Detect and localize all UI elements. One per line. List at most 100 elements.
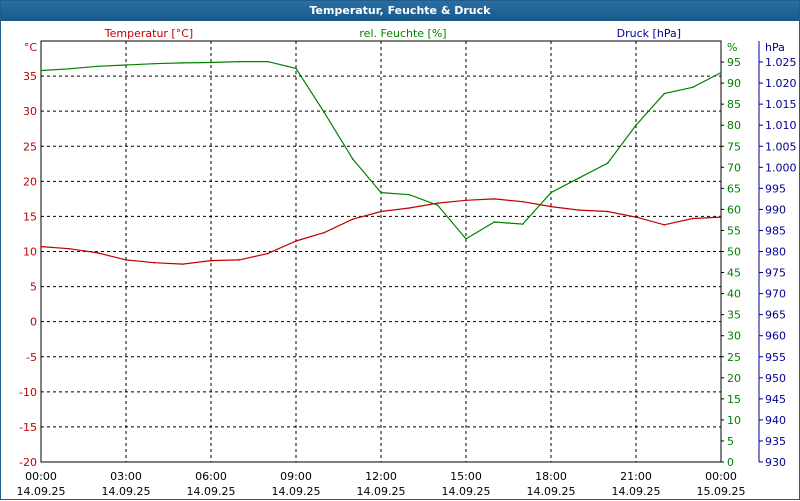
data-point-temperature [153, 261, 156, 264]
y-tick-pressure: 990 [765, 203, 786, 216]
data-point-temperature [550, 205, 552, 208]
data-point-temperature [210, 259, 212, 262]
data-point-humidity [68, 67, 71, 70]
x-tick-date: 15.09.25 [697, 485, 746, 498]
y-tick-humidity: 95 [727, 56, 741, 69]
axis-title-pressure: Druck [hPa] [617, 27, 681, 40]
x-tick-time: 06:00 [195, 470, 227, 483]
y-tick-humidity: 65 [727, 182, 741, 195]
data-point-humidity [635, 124, 637, 126]
data-point-temperature [323, 231, 326, 234]
y-tick-humidity: 20 [727, 372, 741, 385]
y-tick-humidity: 55 [727, 224, 741, 237]
y-tick-temperature: -20 [19, 456, 37, 469]
data-point-humidity [351, 158, 354, 160]
data-point-temperature [380, 210, 382, 213]
data-point-humidity [238, 60, 241, 63]
y-tick-humidity: 30 [727, 330, 741, 343]
data-point-humidity [691, 86, 694, 89]
y-tick-pressure: 1.020 [765, 77, 797, 90]
data-point-temperature [493, 198, 496, 200]
y-tick-humidity: 70 [727, 161, 741, 174]
y-tick-pressure: 955 [765, 351, 786, 364]
data-point-temperature [125, 259, 127, 261]
y-tick-temperature: 10 [23, 246, 37, 259]
unit-temperature: °C [24, 41, 38, 54]
y-tick-humidity: 90 [727, 77, 741, 90]
y-tick-temperature: 25 [23, 140, 37, 153]
data-point-temperature [663, 224, 666, 226]
y-tick-humidity: 5 [727, 435, 734, 448]
y-tick-temperature: 35 [23, 70, 37, 83]
data-point-humidity [606, 162, 609, 164]
data-point-humidity [181, 62, 184, 64]
y-tick-humidity: 85 [727, 98, 741, 111]
y-tick-pressure: 935 [765, 435, 786, 448]
unit-humidity: % [727, 41, 737, 54]
y-tick-temperature: 15 [23, 210, 37, 223]
x-tick-time: 03:00 [110, 470, 142, 483]
y-tick-humidity: 15 [727, 393, 741, 406]
data-point-humidity [96, 65, 99, 68]
y-tick-pressure: 945 [765, 393, 786, 406]
y-tick-humidity: 80 [727, 119, 741, 132]
y-tick-pressure: 1.010 [765, 119, 797, 132]
data-point-temperature [238, 259, 241, 261]
data-point-humidity [153, 62, 156, 65]
grid [41, 41, 721, 462]
data-point-humidity [266, 60, 269, 63]
x-tick-time: 15:00 [450, 470, 482, 483]
window-title: Temperatur, Feuchte & Druck [1, 1, 799, 21]
x-tick-date: 14.09.25 [17, 485, 66, 498]
data-point-humidity [550, 191, 552, 194]
y-tick-humidity: 25 [727, 351, 741, 364]
y-tick-pressure: 930 [765, 456, 786, 469]
y-tick-temperature: -5 [26, 351, 37, 364]
axis-title-temperature: Temperatur [°C] [104, 27, 193, 40]
x-tick-date: 14.09.25 [612, 485, 661, 498]
y-tick-humidity: 35 [727, 309, 741, 322]
data-point-humidity [663, 92, 666, 95]
data-point-humidity [210, 61, 212, 64]
axis-title-humidity: rel. Feuchte [%] [359, 27, 446, 40]
y-tick-pressure: 950 [765, 372, 786, 385]
y-tick-temperature: -10 [19, 386, 37, 399]
y-tick-pressure: 1.025 [765, 56, 797, 69]
y-tick-humidity: 50 [727, 246, 741, 259]
data-point-temperature [181, 263, 184, 265]
y-tick-pressure: 980 [765, 246, 786, 259]
data-point-temperature [635, 216, 637, 218]
x-tick-time: 00:00 [705, 470, 737, 483]
y-tick-humidity: 0 [727, 456, 734, 469]
y-tick-pressure: 1.000 [765, 161, 797, 174]
x-tick-date: 14.09.25 [527, 485, 576, 498]
y-tick-pressure: 970 [765, 288, 786, 301]
y-tick-humidity: 10 [727, 414, 741, 427]
series-line-temperature [40, 198, 722, 265]
x-tick-date: 14.09.25 [272, 485, 321, 498]
y-tick-humidity: 75 [727, 140, 741, 153]
data-point-humidity [40, 69, 42, 72]
y-tick-pressure: 1.005 [765, 140, 797, 153]
y-tick-temperature: 0 [30, 316, 37, 329]
y-tick-pressure: 960 [765, 330, 786, 343]
data-point-temperature [465, 199, 467, 202]
y-tick-temperature: -15 [19, 421, 37, 434]
data-point-temperature [351, 218, 354, 221]
x-tick-time: 21:00 [620, 470, 652, 483]
y-tick-pressure: 985 [765, 224, 786, 237]
y-tick-pressure: 975 [765, 267, 786, 280]
y-tick-temperature: 5 [30, 281, 37, 294]
data-point-temperature [720, 216, 722, 218]
data-point-temperature [521, 200, 524, 203]
unit-pressure: hPa [765, 41, 785, 54]
y-tick-humidity: 60 [727, 203, 741, 216]
data-point-humidity [720, 71, 722, 74]
data-point-humidity [323, 111, 326, 114]
y-tick-humidity: 40 [727, 288, 741, 301]
data-point-temperature [68, 247, 71, 250]
data-point-temperature [40, 245, 42, 248]
data-point-temperature [408, 207, 411, 209]
